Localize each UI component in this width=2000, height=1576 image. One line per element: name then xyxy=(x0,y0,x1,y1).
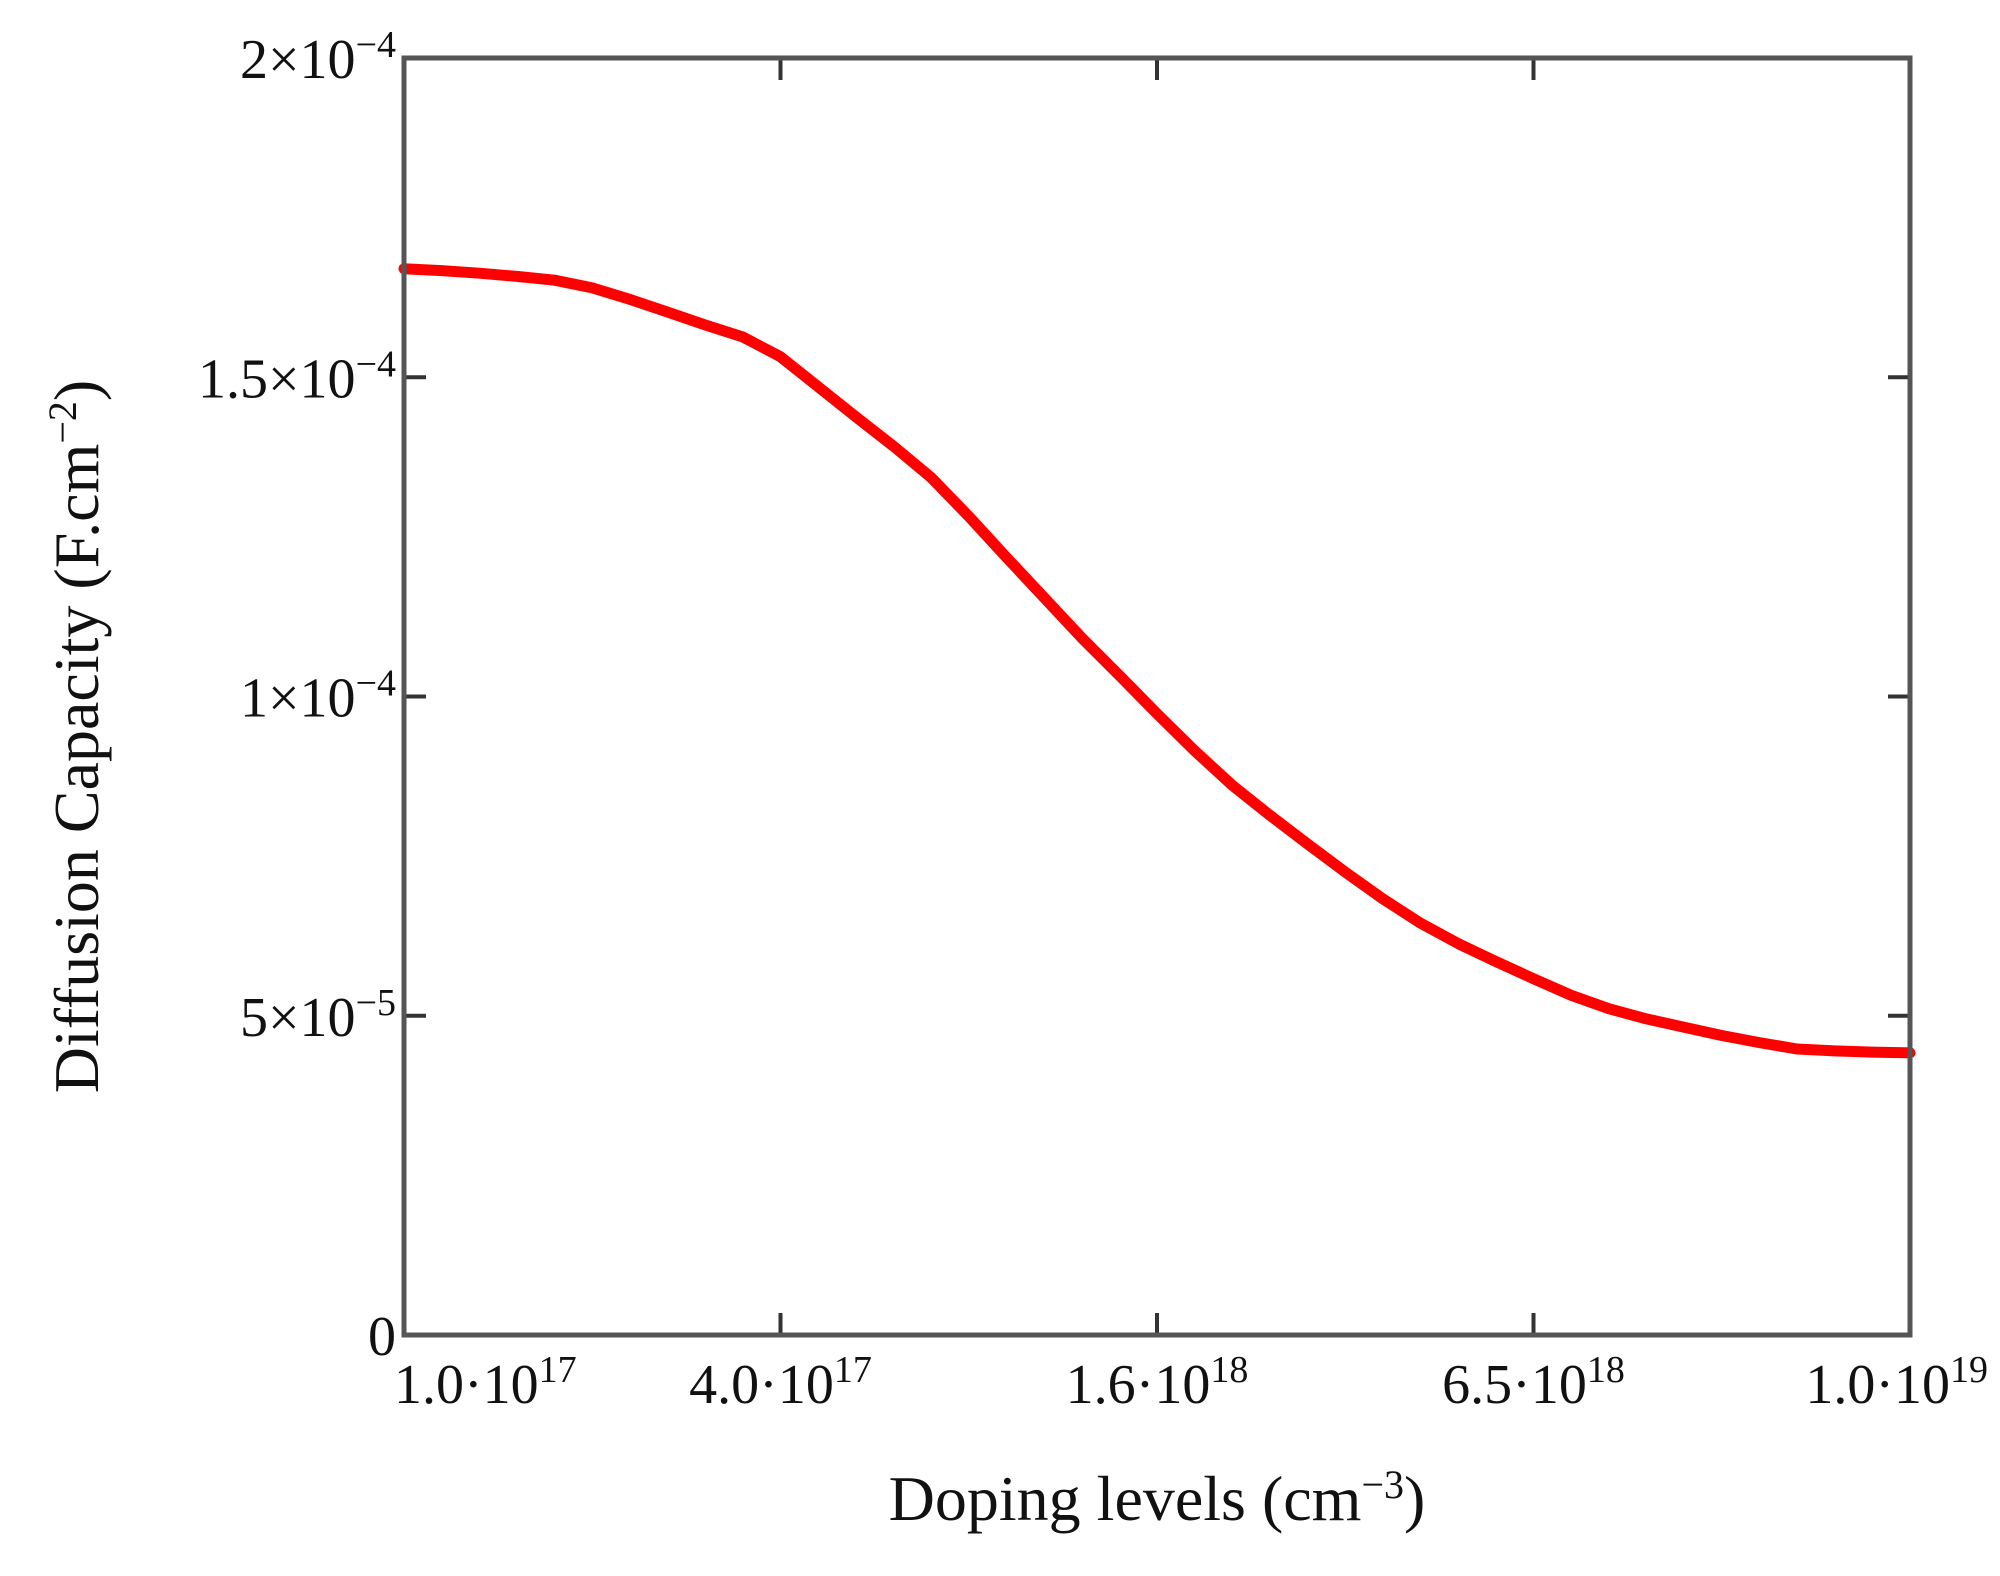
series-point xyxy=(816,385,820,389)
x-axis-title-sup: −3 xyxy=(1361,1462,1404,1507)
x-tick-label-exponent: 18 xyxy=(1587,1349,1625,1391)
y-tick-label-base: 5×10 xyxy=(240,987,356,1049)
series-point xyxy=(666,310,670,314)
series-point xyxy=(477,271,481,275)
series-point xyxy=(440,269,444,273)
y-tick-label: 0 xyxy=(368,1306,396,1368)
x-tick-label: 6.5·1018 xyxy=(1442,1349,1625,1416)
y-tick-label: 1×10−4 xyxy=(240,663,396,730)
series-point xyxy=(1494,959,1498,963)
series-point xyxy=(1607,1007,1611,1011)
series-point xyxy=(1117,673,1121,677)
series-line xyxy=(398,263,1916,1059)
x-tick-label-base: 1.0·10 xyxy=(394,1354,539,1416)
series-point xyxy=(854,415,858,419)
x-tick-label: 4.0·1017 xyxy=(689,1349,872,1416)
series-point xyxy=(1230,783,1234,787)
series-point xyxy=(1004,555,1008,559)
y-tick-label-base: 0 xyxy=(368,1306,396,1368)
series-point xyxy=(1080,636,1084,640)
series-point xyxy=(1456,942,1460,946)
y-tick-label: 1.5×10−4 xyxy=(198,343,396,410)
x-tick-label: 1.0·1019 xyxy=(1805,1349,1988,1416)
x-tick-label-exponent: 17 xyxy=(834,1349,872,1391)
y-tick-label: 2×10−4 xyxy=(240,24,396,91)
x-tick-label-base: 6.5·10 xyxy=(1442,1354,1587,1416)
x-axis-title-tail: ) xyxy=(1404,1463,1425,1534)
y-tick-label-exponent: −5 xyxy=(356,982,396,1024)
series-point xyxy=(1193,749,1197,753)
series-point xyxy=(1419,921,1423,925)
series-point xyxy=(967,514,971,518)
series-point xyxy=(1870,1050,1874,1054)
y-tick-label-exponent: −4 xyxy=(356,343,396,385)
series-point xyxy=(515,274,519,278)
series-point xyxy=(1644,1017,1648,1021)
series-point xyxy=(1833,1049,1837,1053)
x-axis-title-base: Doping levels (cm xyxy=(889,1463,1362,1534)
y-tick-label: 5×10−5 xyxy=(240,982,396,1049)
series-point xyxy=(553,278,557,282)
x-tick-label-exponent: 17 xyxy=(539,1349,577,1391)
x-tick-label-base: 4.0·10 xyxy=(689,1354,834,1416)
x-tick-label-exponent: 19 xyxy=(1950,1349,1988,1391)
x-tick-label-base: 1.6·10 xyxy=(1066,1354,1211,1416)
x-tick-label-exponent: 18 xyxy=(1210,1349,1248,1391)
y-tick-label-base: 1×10 xyxy=(240,668,356,730)
series-point xyxy=(779,355,782,359)
y-tick-label-base: 1.5×10 xyxy=(198,348,356,410)
y-axis-title-base: Diffusion Capacity (F.cm xyxy=(41,444,112,1094)
series-point xyxy=(1155,712,1159,716)
series-point xyxy=(1795,1047,1799,1051)
y-axis-title-tail: ) xyxy=(41,380,112,401)
x-axis-title: Doping levels (cm−3) xyxy=(889,1462,1426,1535)
x-tick-label: 1.0·1017 xyxy=(394,1349,577,1416)
y-axis-title-sup: −2 xyxy=(40,401,85,444)
series-point xyxy=(1306,842,1310,846)
series-point xyxy=(1532,977,1535,981)
x-tick-label: 1.6·1018 xyxy=(1066,1349,1249,1416)
series-point xyxy=(1042,596,1046,600)
series-point xyxy=(1682,1025,1686,1029)
series-layer xyxy=(398,263,1916,1059)
series-point xyxy=(1757,1041,1761,1045)
series-point xyxy=(628,297,632,301)
series-point xyxy=(703,323,707,327)
series-point xyxy=(741,335,745,339)
y-tick-label-exponent: −4 xyxy=(356,24,396,66)
series-point xyxy=(1381,897,1385,901)
series-point xyxy=(891,444,895,448)
series-point xyxy=(1569,993,1573,997)
ticks-layer xyxy=(402,56,1912,1337)
plot-frame xyxy=(401,55,1913,1338)
x-tick-label-base: 1.0·10 xyxy=(1805,1354,1950,1416)
y-tick-label-base: 2×10 xyxy=(240,29,356,91)
y-axis-title: Diffusion Capacity (F.cm−2) xyxy=(40,380,113,1093)
y-tick-label-exponent: −4 xyxy=(356,663,396,705)
series-point xyxy=(590,286,594,290)
series-point xyxy=(1343,870,1347,874)
series-point xyxy=(1720,1034,1724,1038)
series-point xyxy=(929,475,933,479)
labels-layer: 1.0·1017 4.0·1017 1.6·1018 6.5·1018 1.0·1019… xyxy=(198,24,1988,1416)
series-point xyxy=(1268,813,1272,817)
